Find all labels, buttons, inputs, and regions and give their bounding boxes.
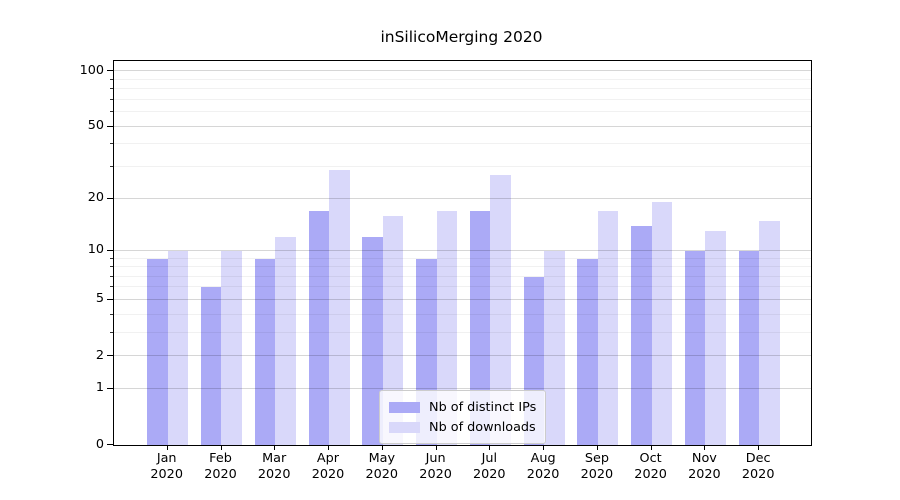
x-tick-mark-mar-2020 <box>274 445 276 450</box>
x-tick-mark-may-2020 <box>381 445 383 450</box>
bar-downloads-sep-2020 <box>597 211 619 445</box>
bar-ips-feb-2020 <box>200 287 222 445</box>
y-minor-tick-mark-30 <box>110 165 113 167</box>
y-tick-mark-1 <box>107 387 113 389</box>
x-tick-label-feb-2020: Feb 2020 <box>204 451 237 482</box>
bar-downloads-dec-2020 <box>759 220 780 445</box>
bars-layer <box>114 61 811 445</box>
y-minor-tick-mark-70 <box>110 98 113 100</box>
x-tick-mark-apr-2020 <box>328 445 329 450</box>
x-tick-mark-dec-2020 <box>758 445 760 450</box>
bar-ips-nov-2020 <box>684 250 706 445</box>
bar-downloads-apr-2020 <box>329 169 350 445</box>
y-tick-label-1: 1 <box>95 380 104 396</box>
x-tick-label-may-2020: May 2020 <box>365 451 399 482</box>
y-tick-mark-5 <box>107 298 113 300</box>
x-tick-mark-jan-2020 <box>166 445 168 450</box>
y-tick-label-2: 2 <box>95 347 104 363</box>
bar-ips-oct-2020 <box>631 225 652 445</box>
y-minor-tick-mark-7 <box>110 275 113 277</box>
bar-downloads-aug-2020 <box>544 250 565 445</box>
bar-ips-may-2020 <box>362 237 383 445</box>
y-minor-tick-mark-9 <box>110 257 113 259</box>
bar-downloads-jun-2020 <box>436 211 458 445</box>
y-minor-tick-mark-40 <box>110 143 113 145</box>
x-tick-mark-feb-2020 <box>220 445 222 450</box>
y-minor-tick-mark-8 <box>110 266 113 268</box>
y-tick-mark-0 <box>107 444 113 445</box>
x-tick-mark-nov-2020 <box>704 445 706 450</box>
y-minor-tick-mark-3 <box>110 331 113 333</box>
plot-area: Nb of distinct IPs Nb of downloads <box>113 60 812 446</box>
x-tick-label-dec-2020: Dec 2020 <box>741 451 775 482</box>
x-tick-label-nov-2020: Nov 2020 <box>688 451 721 482</box>
bar-ips-jan-2020 <box>147 258 168 445</box>
y-minor-tick-mark-60 <box>110 111 113 113</box>
x-tick-mark-jul-2020 <box>489 445 491 450</box>
y-tick-label-0: 0 <box>95 436 104 452</box>
y-minor-tick-mark-80 <box>110 88 113 90</box>
x-tick-label-jan-2020: Jan 2020 <box>150 451 183 482</box>
x-tick-mark-sep-2020 <box>596 445 598 450</box>
y-tick-label-5: 5 <box>95 291 104 307</box>
y-tick-label-10: 10 <box>87 242 104 258</box>
y-tick-mark-2 <box>107 355 113 356</box>
bar-ips-dec-2020 <box>738 250 760 445</box>
y-tick-mark-20 <box>107 197 113 199</box>
legend-label-distinct-ips: Nb of distinct IPs <box>429 399 537 415</box>
bar-downloads-may-2020 <box>382 215 404 445</box>
bar-downloads-mar-2020 <box>275 237 296 445</box>
x-tick-label-aug-2020: Aug 2020 <box>526 451 560 482</box>
x-tick-label-apr-2020: Apr 2020 <box>311 451 345 482</box>
y-tick-mark-10 <box>107 249 113 251</box>
bar-downloads-nov-2020 <box>705 231 726 445</box>
legend-swatch-distinct-ips <box>389 401 420 413</box>
y-minor-tick-mark-4 <box>110 313 113 315</box>
y-tick-label-100: 100 <box>79 62 104 78</box>
y-tick-label-20: 20 <box>87 190 104 205</box>
bar-ips-sep-2020 <box>577 258 598 445</box>
y-minor-tick-mark-90 <box>110 78 113 80</box>
y-tick-mark-50 <box>107 125 113 127</box>
bar-ips-mar-2020 <box>254 258 276 445</box>
x-tick-label-mar-2020: Mar 2020 <box>257 451 291 482</box>
x-tick-mark-aug-2020 <box>543 445 545 450</box>
y-tick-label-50: 50 <box>87 118 104 134</box>
x-tick-label-sep-2020: Sep 2020 <box>580 451 614 482</box>
x-tick-mark-oct-2020 <box>650 445 652 450</box>
bar-downloads-feb-2020 <box>221 250 242 445</box>
legend: Nb of distinct IPs Nb of downloads <box>379 390 547 444</box>
chart-title: inSilicoMerging 2020 <box>380 28 543 46</box>
x-tick-label-oct-2020: Oct 2020 <box>634 451 667 482</box>
legend-swatch-downloads <box>389 421 420 433</box>
bar-ips-jul-2020 <box>469 211 491 445</box>
y-tick-mark-100 <box>107 70 113 72</box>
x-tick-label-jul-2020: Jul 2020 <box>473 451 506 482</box>
bar-downloads-jan-2020 <box>167 250 189 445</box>
bar-ips-apr-2020 <box>308 211 329 445</box>
x-tick-mark-jun-2020 <box>435 445 437 450</box>
legend-label-downloads: Nb of downloads <box>429 419 536 435</box>
legend-row-downloads: Nb of downloads <box>389 417 536 437</box>
legend-row-distinct-ips: Nb of distinct IPs <box>389 397 536 417</box>
y-minor-tick-mark-6 <box>110 286 113 288</box>
bar-downloads-jul-2020 <box>490 175 511 445</box>
x-tick-label-jun-2020: Jun 2020 <box>419 451 452 482</box>
bar-downloads-oct-2020 <box>651 202 673 445</box>
